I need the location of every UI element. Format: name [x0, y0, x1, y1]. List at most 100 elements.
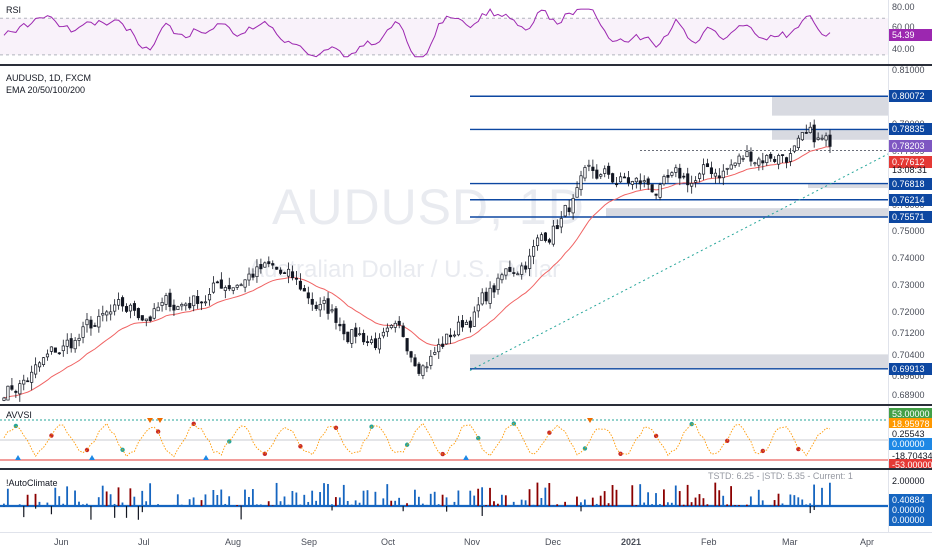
autoclimate-bar: [50, 505, 52, 506]
autoclimate-bar: [647, 492, 649, 506]
candle-body: [62, 346, 64, 351]
candle-body: [406, 338, 408, 350]
time-axis-label: Aug: [225, 537, 241, 547]
candle-body: [54, 348, 56, 352]
candle-body: [497, 278, 499, 290]
candle-body: [208, 294, 210, 300]
autoclimate-bar: [102, 486, 104, 506]
avvsi-pane[interactable]: AVVSI: [0, 406, 888, 468]
price-tick-label: 0.74000: [892, 253, 925, 263]
candle-body: [572, 198, 574, 213]
candle-body: [675, 168, 677, 173]
candle-body: [133, 303, 135, 310]
avvsi-buy-marker: [463, 455, 469, 460]
autoclimate-bar: [228, 496, 230, 506]
autoclimate-bar: [382, 498, 384, 506]
candle-body: [422, 366, 424, 376]
autoclimate-bar: [726, 504, 728, 506]
candle-body: [264, 263, 266, 267]
candle-body: [742, 158, 744, 159]
autoclimate-down-bar: [23, 506, 24, 517]
autoclimate-bar: [691, 502, 693, 506]
autoclimate-bar: [351, 505, 353, 506]
autoclimate-bar: [703, 498, 705, 506]
candle-body: [781, 155, 783, 156]
autoclimate-bar: [386, 484, 388, 506]
autoclimate-bar: [311, 491, 313, 506]
autoclimate-bar: [82, 504, 84, 506]
autoclimate-bar: [738, 505, 740, 506]
candle-body: [770, 154, 772, 158]
autoclimate-bar: [363, 491, 365, 506]
autoclimate-bar: [695, 498, 697, 506]
candle-body: [90, 320, 92, 328]
avvsi-buy-marker: [15, 455, 21, 460]
autoclimate-bar: [422, 504, 424, 506]
price-pane[interactable]: AUDUSD, 1D Australian Dollar / U.S. Doll…: [0, 66, 888, 404]
autoclimate-bar: [797, 497, 799, 506]
candle-body: [224, 287, 226, 290]
candle-body: [200, 302, 202, 303]
autoclimate-bar: [193, 497, 195, 506]
candle-body: [651, 185, 653, 192]
price-tick-label: 0.71200: [892, 328, 925, 338]
autoclimate-pane[interactable]: !AutoClimate TSTD: 6.25 - |STD: 5.35 - C…: [0, 470, 888, 532]
candle-body: [536, 238, 538, 246]
symbol-legend[interactable]: AUDUSD, 1D, FXCM: [6, 73, 91, 83]
price-plot: [0, 66, 888, 404]
autoclimate-bar: [110, 494, 112, 506]
autoclimate-bar: [438, 504, 440, 506]
candle-body: [813, 125, 815, 142]
price-scale[interactable]: 0.810000.790000.779990.760000.750000.740…: [888, 66, 932, 404]
autoclimate-bar: [789, 494, 791, 506]
autoclimate-bar: [129, 488, 131, 506]
autoclimate-bar: [667, 502, 669, 506]
autoclimate-down-bar: [814, 506, 815, 510]
candle-body: [382, 332, 384, 336]
autoclimate-bar: [46, 503, 48, 506]
autoclimate-bar: [244, 490, 246, 506]
autoclimate-bar: [809, 503, 811, 506]
autoclimate-bar: [446, 497, 448, 506]
rsi-plot: [0, 0, 888, 64]
rsi-pane[interactable]: RSI: [0, 0, 888, 64]
candle-body: [78, 338, 80, 340]
autoclimate-bar: [631, 485, 633, 506]
autoclimate-bar: [19, 504, 21, 506]
autoclimate-bar: [730, 486, 732, 506]
price-tag-level: 0.80072: [889, 90, 932, 102]
supply-demand-zone: [772, 96, 888, 115]
candle-body: [161, 302, 163, 305]
candle-body: [552, 226, 554, 244]
autoclimate-bar: [592, 498, 594, 506]
rsi-current-tag: 54.39: [889, 29, 932, 41]
candle-body: [137, 308, 139, 317]
candle-body: [394, 323, 396, 327]
candle-body: [493, 286, 495, 292]
autoclimate-down-bar: [138, 506, 139, 520]
candle-body: [683, 176, 685, 177]
candle-body: [580, 176, 582, 190]
autoclimate-bar: [220, 490, 222, 506]
rsi-scale[interactable]: 80.00 60.00 40.00 54.39: [888, 0, 932, 64]
candle-body: [141, 315, 143, 320]
autoclimate-bar: [714, 483, 716, 506]
autoclimate-bar: [643, 503, 645, 506]
price-tick-label: 0.70400: [892, 350, 925, 360]
autoclimate-bar: [801, 499, 803, 506]
candle-body: [509, 267, 511, 271]
candle-body: [311, 299, 313, 304]
autoclimate-bar: [477, 489, 479, 506]
ema-legend[interactable]: EMA 20/50/100/200: [6, 85, 85, 95]
candle-body: [465, 322, 467, 324]
autoclimate-bar: [533, 505, 535, 506]
autoclimate-bar: [39, 502, 41, 506]
autoclimate-bar: [315, 501, 317, 506]
autoclimate-bar: [260, 504, 262, 506]
candle-body: [501, 275, 503, 280]
candle-body: [315, 305, 317, 308]
candle-body: [323, 300, 325, 303]
